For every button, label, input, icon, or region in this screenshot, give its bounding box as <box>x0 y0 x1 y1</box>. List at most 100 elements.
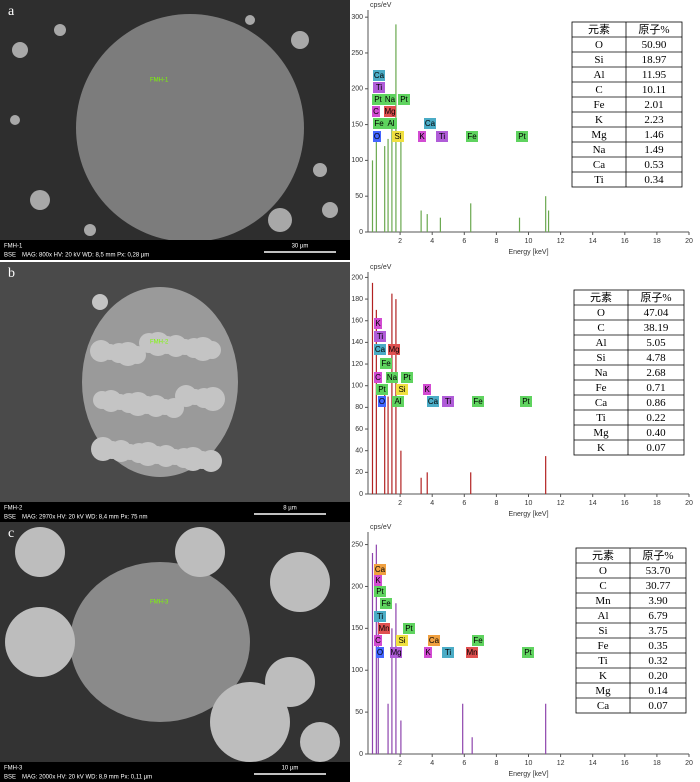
element-label: Ti <box>376 83 383 92</box>
element-label: K <box>424 385 430 394</box>
element-tag <box>520 396 532 407</box>
element-label: Fe <box>473 397 483 406</box>
table-cell: Ca <box>595 397 607 409</box>
table-cell: 10.11 <box>642 84 666 96</box>
table-cell: K <box>599 670 607 682</box>
x-tick-label: 16 <box>621 500 629 507</box>
table-cell: 2.01 <box>644 99 663 111</box>
y-tick-label: 180 <box>351 296 363 303</box>
x-tick-label: 8 <box>494 760 498 767</box>
element-label: Pt <box>374 95 382 104</box>
table-cell: 53.70 <box>646 565 671 577</box>
table-cell: 原子% <box>642 549 673 562</box>
element-tag <box>380 598 392 609</box>
y-tick-label: 100 <box>351 157 363 164</box>
info-bar <box>0 240 350 260</box>
table-cell: 5.05 <box>646 337 666 349</box>
table-cell: Fe <box>596 382 607 394</box>
particle <box>84 224 96 236</box>
table-cell: Fe <box>598 640 609 652</box>
table-cell: 4.78 <box>646 352 666 364</box>
table-cell: Fe <box>594 99 605 111</box>
element-label: Ti <box>439 132 446 141</box>
particle <box>15 527 65 577</box>
element-tag <box>418 131 426 142</box>
x-tick-label: 14 <box>589 760 597 767</box>
table-cell: Ti <box>596 412 605 424</box>
table-cell: 11.95 <box>642 69 667 81</box>
element-tag <box>374 331 386 342</box>
x-tick-label: 20 <box>685 760 693 767</box>
element-label: Fe <box>473 636 483 645</box>
table-cell: 0.07 <box>646 442 666 454</box>
element-tag <box>373 131 381 142</box>
element-label: Al <box>394 397 401 406</box>
table-cell: Mn <box>595 595 611 607</box>
y-tick-label: 0 <box>359 491 363 498</box>
panel: FMH-3 c FMH-3 BSE MAG: 2000x HV: 20 kV WD: 8… <box>0 522 693 782</box>
x-tick-label: 4 <box>430 238 434 245</box>
y-tick-label: 40 <box>355 448 363 455</box>
element-label: Pt <box>403 373 411 382</box>
sem-mode: BSE <box>4 253 16 259</box>
element-label: Mg <box>390 648 401 657</box>
table-cell: 元素 <box>592 549 614 562</box>
y-tick-label: 150 <box>351 121 363 128</box>
element-tag <box>396 384 408 395</box>
x-tick-label: 10 <box>525 500 533 507</box>
table-cell: 0.07 <box>648 700 668 712</box>
x-tick-label: 12 <box>557 760 565 767</box>
element-label: Pt <box>524 648 532 657</box>
particle <box>92 294 108 310</box>
table-cell: 原子% <box>638 23 669 36</box>
table-cell: 0.14 <box>648 685 668 697</box>
particle <box>82 287 238 477</box>
element-label: Ca <box>428 397 439 406</box>
x-tick-label: 10 <box>525 760 533 767</box>
y-axis-title: cps/eV <box>370 2 392 9</box>
element-label: Pt <box>400 95 408 104</box>
element-label: C <box>375 373 381 382</box>
element-label: Ti <box>445 648 452 657</box>
element-tag <box>374 372 382 383</box>
element-label: Na <box>385 95 396 104</box>
element-label: Ti <box>445 397 452 406</box>
x-tick-label: 18 <box>653 760 661 767</box>
element-tag <box>380 358 392 369</box>
particle <box>265 657 315 707</box>
table-cell: 0.40 <box>646 427 666 439</box>
element-label: Fe <box>381 599 391 608</box>
x-tick-label: 14 <box>589 500 597 507</box>
x-tick-label: 8 <box>494 500 498 507</box>
table-cell: 18.97 <box>642 54 667 66</box>
element-label: K <box>419 132 425 141</box>
table-cell: 1.46 <box>644 129 664 141</box>
table-cell: Si <box>598 625 607 637</box>
y-tick-label: 200 <box>351 86 363 93</box>
panel: FMH-1 a FMH-1 BSE MAG: 800x HV: 20 kV WD: 8,… <box>0 0 693 260</box>
element-tag <box>388 344 400 355</box>
table-cell: Al <box>598 610 609 622</box>
table-frame <box>575 547 687 714</box>
table-cell: 0.53 <box>644 159 664 171</box>
x-tick-label: 16 <box>621 760 629 767</box>
element-tag <box>390 647 402 658</box>
particle <box>313 163 327 177</box>
y-tick-label: 80 <box>355 404 363 411</box>
table-cell: 6.79 <box>648 610 668 622</box>
element-tag <box>472 396 484 407</box>
particle <box>291 31 309 49</box>
particle <box>175 385 197 407</box>
panel-label: c <box>8 526 14 541</box>
sem-info: MAG: 2000x HV: 20 kV WD: 8,9 mm Px: 0,11… <box>22 775 152 781</box>
element-tag <box>442 647 454 658</box>
y-tick-label: 20 <box>355 469 363 476</box>
element-tag <box>374 635 382 646</box>
element-tag <box>373 82 385 93</box>
composition-table: 元素 原子% O 53.70 C 30.77 Mn 3.90 Al 6.79 Si 3.75 Fe 0.3… <box>575 547 687 714</box>
x-tick-label: 8 <box>494 238 498 245</box>
element-label: Pt <box>522 397 530 406</box>
table-cell: K <box>597 442 605 454</box>
element-tag <box>403 623 415 634</box>
element-tag <box>373 70 385 81</box>
